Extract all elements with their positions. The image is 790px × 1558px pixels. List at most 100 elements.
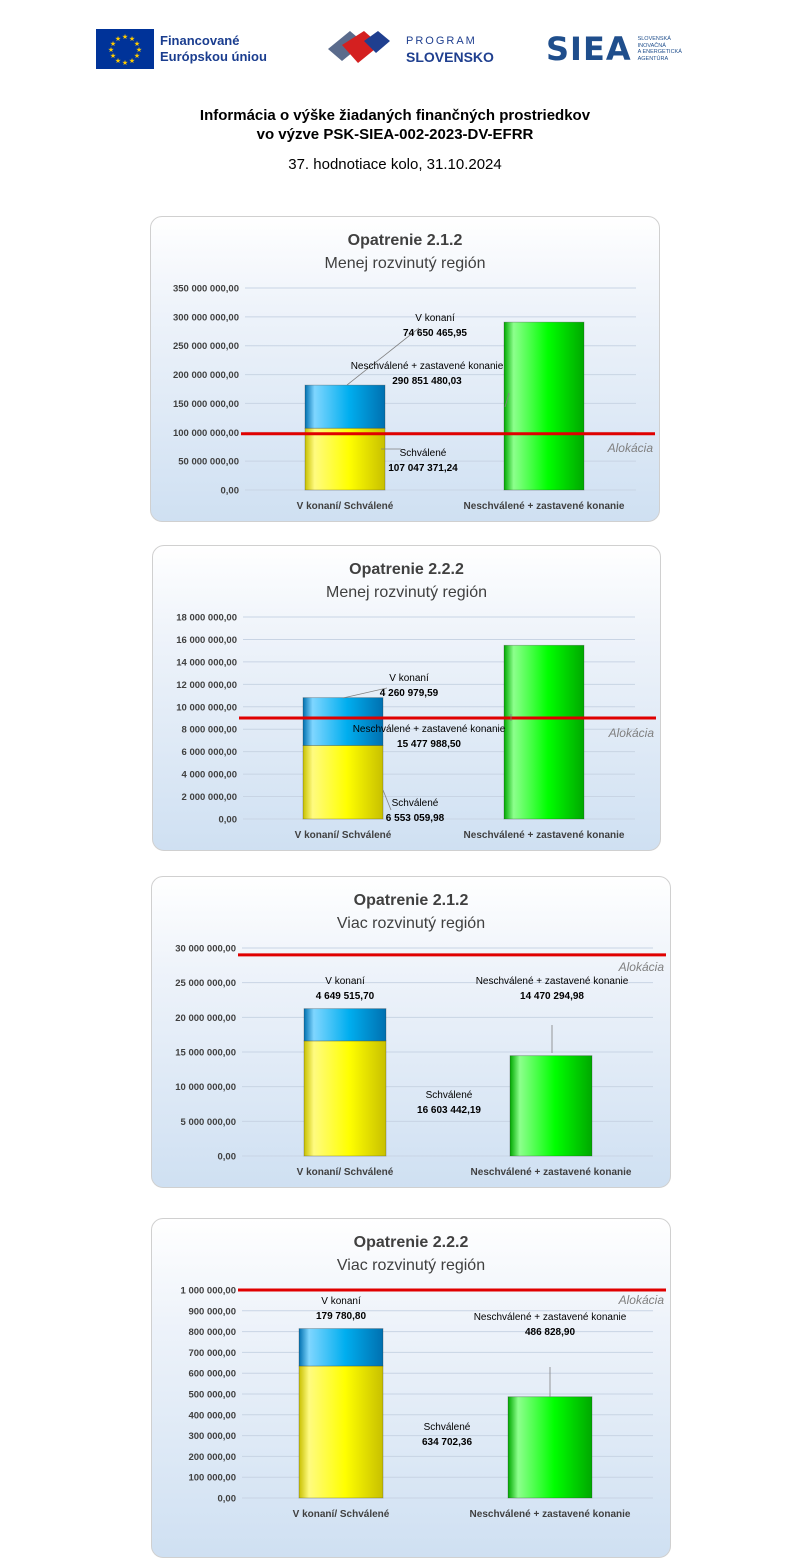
- data-label-value: 14 470 294,98: [520, 991, 584, 1002]
- data-label-rejected: Neschválené + zastavené konanie 15 477 98…: [353, 724, 506, 750]
- y-tick-label: 16 000 000,00: [176, 635, 237, 646]
- y-tick-label: 300 000 000,00: [173, 312, 239, 323]
- data-label-value: 486 828,90: [525, 1327, 575, 1338]
- siea-logo-small3: A ENERGETICKÁ: [637, 49, 682, 55]
- svg-text:★: ★: [134, 52, 140, 60]
- data-label-rejected: Neschválené + zastavené konanie 486 828,9…: [474, 1312, 627, 1338]
- siea-logo: SIEA SLOVENSKÁ INOVAČNÁ A ENERGETICKÁ AG…: [546, 24, 718, 74]
- chart-1: Opatrenie 2.1.2 Menej rozvinutý región 0,0…: [173, 232, 655, 512]
- allocation-label: Alokácia: [618, 960, 665, 974]
- data-label-value: 179 780,80: [316, 1311, 366, 1322]
- y-tick-label: 0,00: [219, 815, 238, 826]
- siea-logo-word: SIEA: [546, 30, 632, 68]
- y-tick-label: 500 000,00: [188, 1390, 236, 1401]
- data-label-in-progress: V konaní 179 780,80: [316, 1296, 366, 1322]
- svg-text:★: ★: [110, 52, 116, 60]
- eu-flag-icon: ★ ★ ★ ★ ★ ★ ★ ★ ★ ★ ★ ★: [96, 29, 154, 69]
- y-tick-label: 18 000 000,00: [176, 613, 237, 624]
- y-tick-label: 250 000 000,00: [173, 341, 239, 352]
- x-category-label: Neschválené + zastavené konanie: [470, 1509, 631, 1520]
- chart-subtitle: Menej rozvinutý región: [326, 584, 487, 601]
- data-label-value: 290 851 480,03: [392, 376, 462, 387]
- data-label-series-name: V konaní: [321, 1296, 361, 1307]
- y-tick-label: 30 000 000,00: [175, 944, 236, 955]
- data-label-value: 634 702,36: [422, 1437, 472, 1448]
- y-tick-label: 300 000,00: [188, 1431, 236, 1442]
- program-logo-line1: PROGRAM: [406, 35, 477, 47]
- siea-logo-small1: SLOVENSKÁ: [637, 36, 671, 42]
- y-tick-label: 0,00: [218, 1494, 237, 1505]
- bar-rejected: [509, 1055, 593, 1157]
- x-category-label: V konaní/ Schválené: [293, 1509, 390, 1520]
- data-label-rejected: Neschválené + zastavené konanie 290 851 4…: [351, 361, 504, 387]
- logo-bar: ★ ★ ★ ★ ★ ★ ★ ★ ★ ★ ★ ★ Financované Európskou ún…: [0, 24, 790, 74]
- data-label-value: 4 649 515,70: [316, 991, 375, 1002]
- eu-logo-line2: Európskou úniou: [160, 49, 267, 64]
- y-tick-label: 4 000 000,00: [182, 770, 237, 781]
- y-tick-label: 14 000 000,00: [176, 657, 237, 668]
- y-tick-label: 200 000 000,00: [173, 370, 239, 381]
- y-tick-label: 20 000 000,00: [175, 1013, 236, 1024]
- svg-text:★: ★: [115, 57, 121, 65]
- data-label-in-progress: V konaní 4 260 979,59: [380, 673, 439, 699]
- chart-title: Opatrenie 2.1.2: [354, 892, 469, 909]
- y-tick-label: 15 000 000,00: [175, 1048, 236, 1059]
- x-category-label: Neschválené + zastavené konanie: [471, 1167, 632, 1178]
- data-label-value: 15 477 988,50: [397, 739, 461, 750]
- data-label-approved: Schválené 6 553 059,98: [386, 798, 445, 824]
- y-tick-label: 100 000 000,00: [173, 428, 239, 439]
- page-title: Informácia o výške žiadaných finančných …: [0, 106, 790, 144]
- x-category-label: V konaní/ Schválené: [297, 501, 394, 512]
- y-tick-label: 350 000 000,00: [173, 284, 239, 295]
- data-label-series-name: Schválené: [400, 448, 447, 459]
- y-tick-label: 400 000,00: [188, 1410, 236, 1421]
- chart-3: Opatrenie 2.1.2 Viac rozvinutý región 0,00…: [175, 892, 666, 1178]
- y-tick-label: 150 000 000,00: [173, 399, 239, 410]
- bar-in-progress: [303, 1008, 387, 1042]
- data-label-in-progress: V konaní 74 650 465,95: [403, 313, 467, 339]
- data-label-series-name: V konaní: [325, 976, 365, 987]
- data-label-approved: Schválené 107 047 371,24: [388, 448, 458, 474]
- chart-subtitle: Viac rozvinutý región: [337, 1257, 485, 1274]
- x-category-label: Neschválené + zastavené konanie: [464, 830, 625, 841]
- siea-logo-small2: INOVAČNÁ: [637, 42, 666, 49]
- allocation-label: Alokácia: [618, 1293, 665, 1307]
- bar-approved: [303, 1040, 387, 1157]
- svg-text:★: ★: [122, 59, 128, 67]
- y-tick-label: 1 000 000,00: [181, 1286, 236, 1297]
- chart-title: Opatrenie 2.2.2: [349, 561, 464, 578]
- svg-text:★: ★: [129, 35, 135, 43]
- y-tick-label: 600 000,00: [188, 1369, 236, 1380]
- data-label-series-name: Neschválené + zastavené konanie: [353, 724, 506, 735]
- page-subtitle: 37. hodnotiace kolo, 31.10.2024: [288, 156, 502, 173]
- y-tick-label: 12 000 000,00: [176, 680, 237, 691]
- chart-subtitle: Viac rozvinutý región: [337, 915, 485, 932]
- svg-text:★: ★: [108, 46, 114, 54]
- page-title-line1: Informácia o výške žiadaných finančných …: [199, 107, 591, 124]
- bar-approved: [304, 427, 386, 491]
- program-logo-line2: SLOVENSKO: [406, 49, 494, 65]
- allocation-label: Alokácia: [608, 726, 655, 740]
- bar-in-progress: [304, 384, 386, 429]
- leader-line: [382, 789, 392, 811]
- data-label-value: 74 650 465,95: [403, 328, 467, 339]
- y-tick-label: 10 000 000,00: [175, 1082, 236, 1093]
- chart-2: Opatrenie 2.2.2 Menej rozvinutý región 0,0…: [176, 561, 656, 841]
- data-label-approved: Schválené 634 702,36: [422, 1422, 472, 1448]
- program-slovensko-logo: PROGRAM SLOVENSKO: [320, 24, 494, 74]
- data-label-value: 107 047 371,24: [388, 463, 458, 474]
- data-label-value: 6 553 059,98: [386, 813, 445, 824]
- svg-text:★: ★: [136, 46, 142, 54]
- svg-text:★: ★: [134, 40, 140, 48]
- bar-approved: [302, 745, 384, 820]
- x-category-label: Neschválené + zastavené konanie: [464, 501, 625, 512]
- chart-title: Opatrenie 2.1.2: [348, 232, 463, 249]
- y-tick-label: 0,00: [221, 486, 240, 497]
- leader-line: [342, 687, 388, 699]
- bar-rejected: [507, 1396, 593, 1499]
- allocation-label: Alokácia: [607, 441, 654, 455]
- y-tick-label: 900 000,00: [188, 1306, 236, 1317]
- data-label-value: 4 260 979,59: [380, 688, 439, 699]
- bar-rejected: [503, 644, 585, 820]
- data-label-series-name: V konaní: [389, 673, 429, 684]
